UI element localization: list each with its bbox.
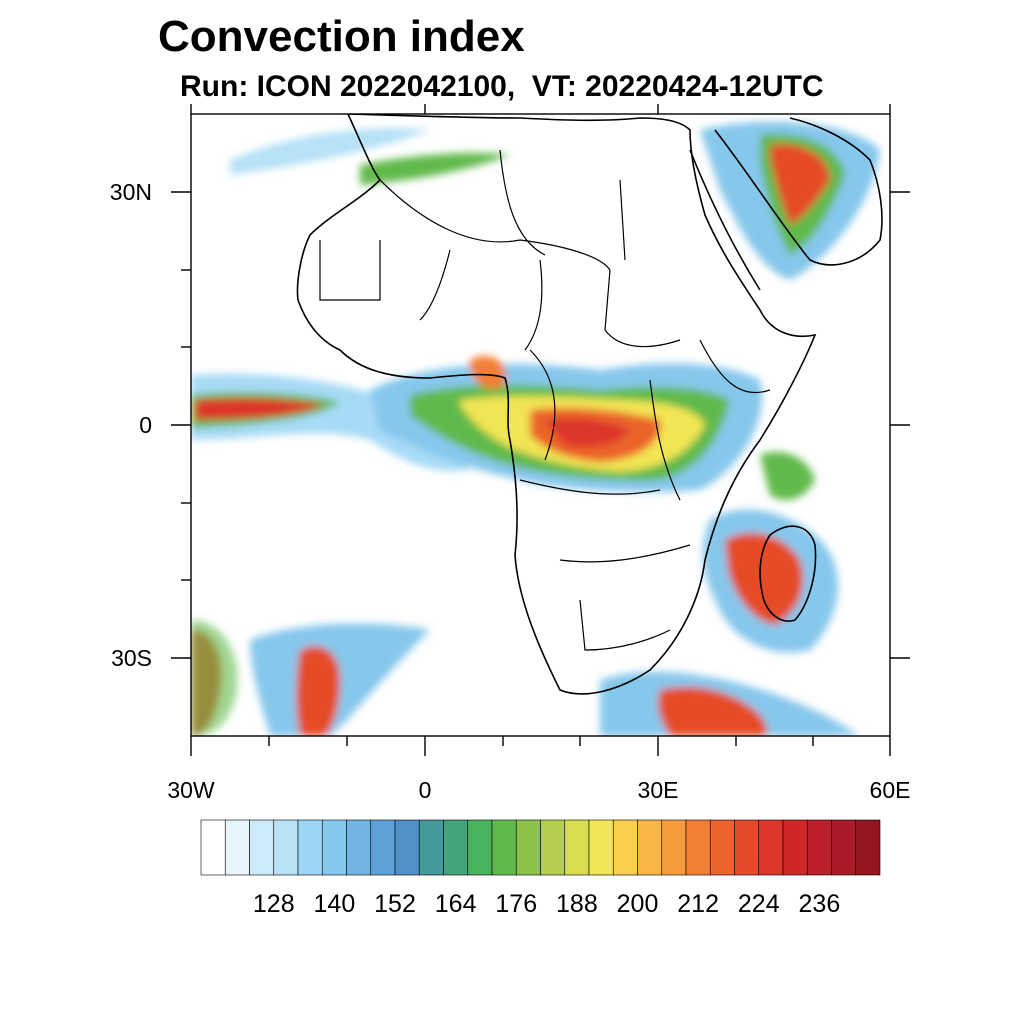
north-streak-2: [360, 153, 510, 185]
colorbar-label: 212: [677, 890, 719, 918]
colorbar-swatch: [491, 819, 517, 876]
tick-marks: [171, 104, 910, 756]
red-sea-coast: [689, 149, 761, 291]
colorbar: [200, 819, 881, 876]
y-tick-label-30s: 30S: [111, 645, 152, 671]
colorbar-swatch: [564, 819, 590, 876]
colorbar-swatch: [855, 819, 881, 876]
colorbar-swatch: [806, 819, 832, 876]
colorbar-label: 128: [253, 890, 295, 918]
colorbar-swatch: [758, 819, 784, 876]
colorbar-swatch: [831, 819, 857, 876]
x-tick-label-30w: 30W: [167, 777, 215, 803]
south-atlantic-front-core: [296, 646, 340, 736]
colorbar-labels: 128 140 152 164 176 188 200 212 224 236: [253, 890, 840, 918]
west-edge-front-outer: [191, 620, 238, 736]
south-indian-front-core: [658, 686, 768, 736]
colorbar-swatch: [273, 819, 299, 876]
south-atlantic-front-outer: [250, 623, 430, 736]
colorbar-swatch: [637, 819, 663, 876]
colorbar-swatch: [612, 819, 638, 876]
colorbar-label: 236: [799, 890, 841, 918]
arabia-hot: [770, 144, 830, 225]
colorbar-swatch: [540, 819, 566, 876]
y-tick-label-30n: 30N: [110, 179, 152, 205]
west-africa-cluster: [470, 356, 506, 390]
x-tick-label-0: 0: [419, 777, 432, 803]
madagascar-hot: [725, 532, 804, 625]
colorbar-swatch: [249, 819, 275, 876]
colorbar-swatch: [515, 819, 541, 876]
colorbar-swatch: [467, 819, 493, 876]
colorbar-swatch: [370, 819, 396, 876]
colorbar-label: 224: [738, 890, 780, 918]
north-streak-1: [230, 128, 430, 175]
colorbar-swatch: [418, 819, 444, 876]
colorbar-swatch: [321, 819, 347, 876]
colorbar-label: 140: [314, 890, 356, 918]
colorbar-label: 200: [617, 890, 659, 918]
madagascar-coastline: [759, 525, 817, 622]
x-tick-label-60e: 60E: [870, 777, 911, 803]
arabia-coastline: [714, 117, 883, 266]
colorbar-label: 164: [435, 890, 477, 918]
mozambique-convection: [760, 451, 815, 500]
colorbar-label: 176: [495, 890, 537, 918]
colorbar-swatch: [200, 819, 226, 876]
colorbar-swatch: [443, 819, 469, 876]
colorbar-swatch: [661, 819, 687, 876]
colorbar-label: 188: [556, 890, 598, 918]
chart-subtitle: Run: ICON 2022042100, VT: 20220424-12UTC: [180, 70, 824, 103]
colorbar-swatch: [782, 819, 808, 876]
chart-title: Convection index: [158, 12, 525, 61]
colorbar-swatch: [394, 819, 420, 876]
colorbar-swatch: [588, 819, 614, 876]
colorbar-label: 152: [374, 890, 416, 918]
colorbar-swatch: [297, 819, 323, 876]
coastlines: [296, 114, 883, 695]
y-tick-label-0: 0: [139, 412, 152, 438]
central-africa-max: [545, 418, 630, 447]
colorbar-swatch: [346, 819, 372, 876]
country-borders: [319, 149, 771, 651]
convection-field: [191, 114, 890, 736]
itcz-band-max: [195, 397, 325, 420]
africa-coastline: [296, 114, 817, 695]
colorbar-swatch: [734, 819, 760, 876]
colorbar-swatch: [709, 819, 735, 876]
colorbar-swatch: [685, 819, 711, 876]
colorbar-swatch: [224, 819, 250, 876]
x-tick-label-30e: 30E: [638, 777, 679, 803]
